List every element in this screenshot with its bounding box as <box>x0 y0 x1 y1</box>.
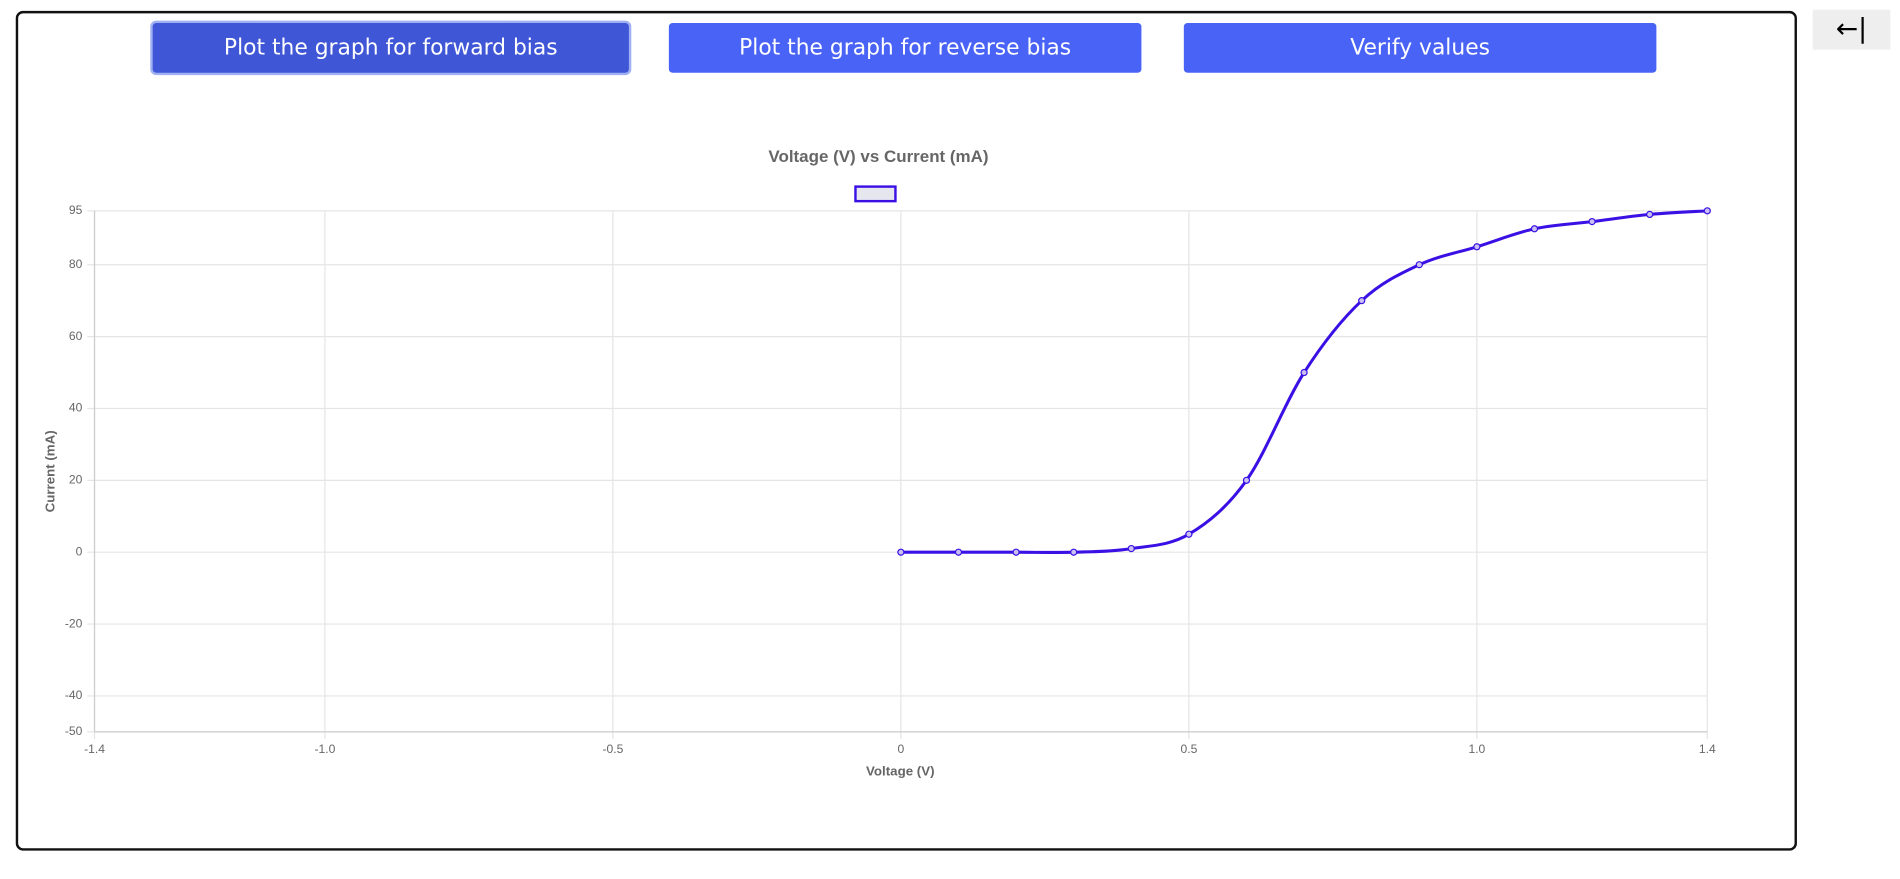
back-button[interactable]: ←| <box>1812 9 1891 50</box>
data-point <box>1473 243 1481 251</box>
x-tick-label: -0.5 <box>602 742 623 756</box>
y-tick-label: 40 <box>69 401 83 415</box>
x-tick-label: -1.4 <box>84 742 105 756</box>
y-tick-label: -20 <box>65 616 83 630</box>
panel <box>15 10 1797 851</box>
data-point <box>1646 210 1654 219</box>
x-tick-label: 0.5 <box>1180 742 1197 756</box>
data-point <box>1415 261 1423 269</box>
data-point <box>1012 548 1020 556</box>
y-tick-label: -50 <box>65 724 83 738</box>
data-point <box>954 548 963 556</box>
x-tick-label: 0 <box>898 742 905 756</box>
data-point <box>1358 297 1366 305</box>
data-point <box>1127 544 1135 553</box>
verify-button[interactable]: Verify values <box>1183 23 1657 73</box>
y-tick-label: -40 <box>65 688 83 702</box>
data-point <box>1300 368 1308 377</box>
x-tick-label: -1.0 <box>314 742 335 756</box>
chart-title: Voltage (V) vs Current (mA) <box>768 147 988 166</box>
x-tick-label: 1.0 <box>1468 742 1485 756</box>
data-point <box>1588 217 1596 226</box>
x-tick-label: 1.4 <box>1699 742 1716 756</box>
forward-bias-button[interactable]: Plot the graph for forward bias <box>152 23 629 73</box>
y-axis-label: Current (mA) <box>42 430 57 512</box>
data-point <box>1530 225 1539 233</box>
x-axis-label: Voltage (V) <box>866 763 935 778</box>
y-tick-label: 20 <box>69 473 83 487</box>
data-point <box>1185 530 1193 538</box>
data-point <box>1703 207 1711 215</box>
y-tick-label: 80 <box>69 257 83 271</box>
legend-box <box>854 185 897 203</box>
reverse-bias-button[interactable]: Plot the graph for reverse bias <box>668 23 1142 73</box>
data-point <box>1242 476 1251 484</box>
y-tick-label: 95 <box>69 203 83 217</box>
y-tick-label: 60 <box>69 329 83 343</box>
data-point <box>897 548 905 556</box>
data-point <box>1070 548 1078 556</box>
series-line <box>900 209 1708 554</box>
y-tick-label: 0 <box>76 544 83 558</box>
